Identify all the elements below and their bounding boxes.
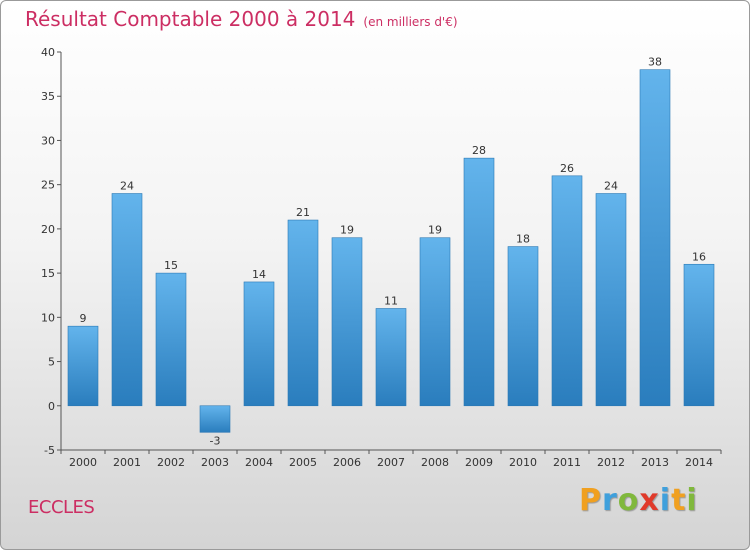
logo-letter: P — [579, 483, 602, 518]
x-tick-label-2012: 2012 — [597, 456, 625, 469]
x-tick-label-2007: 2007 — [377, 456, 405, 469]
x-tick-label-2014: 2014 — [685, 456, 713, 469]
bar-2012 — [595, 193, 627, 407]
bar-2010 — [507, 246, 539, 407]
y-tick-label: 40 — [41, 46, 55, 59]
logo-letter: r — [602, 483, 618, 518]
commune-name: ECCLES — [28, 497, 95, 518]
y-tick-label: 5 — [48, 356, 55, 369]
y-tick-label: 35 — [41, 90, 55, 103]
x-tick-label-2011: 2011 — [553, 456, 581, 469]
x-tick-label-2009: 2009 — [465, 456, 493, 469]
x-tick-label-2006: 2006 — [333, 456, 361, 469]
value-label-2006: 19 — [340, 224, 354, 237]
x-tick-label-2002: 2002 — [157, 456, 185, 469]
y-tick-label: 10 — [41, 311, 55, 324]
bar-2000 — [67, 325, 99, 407]
axis-layer: -5 0 5 10 15 20 25 30 35 40 — [41, 46, 722, 457]
bar-2003 — [199, 405, 231, 433]
y-tick-label: 25 — [41, 179, 55, 192]
y-tick-label: -5 — [44, 444, 55, 457]
value-label-2012: 24 — [604, 180, 618, 193]
bar-2008 — [419, 237, 451, 407]
bar-2004 — [243, 281, 275, 407]
value-label-2002: 15 — [164, 259, 178, 272]
value-label-2013: 38 — [648, 56, 662, 69]
x-tick-label-2010: 2010 — [509, 456, 537, 469]
logo-letter: x — [639, 483, 660, 518]
bar-2006 — [331, 237, 363, 407]
x-tick-label-2008: 2008 — [421, 456, 449, 469]
chart-title: Résultat Comptable 2000 à 2014 — [25, 7, 356, 31]
x-tick-label-2003: 2003 — [201, 456, 229, 469]
value-label-2000: 9 — [80, 312, 87, 325]
y-tick-label: 0 — [48, 400, 55, 413]
value-label-2004: 14 — [252, 268, 266, 281]
value-label-2005: 21 — [296, 206, 310, 219]
value-label-2001: 24 — [120, 180, 134, 193]
bar-2014 — [683, 263, 715, 407]
x-tick-label-2005: 2005 — [289, 456, 317, 469]
bar-2005 — [287, 219, 319, 407]
logo-letter: o — [617, 483, 640, 518]
value-label-2011: 26 — [560, 162, 574, 175]
value-label-2003: -3 — [210, 434, 221, 447]
x-tick-label-2000: 2000 — [69, 456, 97, 469]
x-tick-label-2001: 2001 — [113, 456, 141, 469]
bar-2001 — [111, 193, 143, 407]
logo-letter: i — [659, 483, 672, 518]
bar-2002 — [155, 272, 187, 407]
title-row: Résultat Comptable 2000 à 2014 (en millie… — [25, 7, 458, 31]
logo-letter: t — [671, 483, 687, 518]
y-tick-label: 30 — [41, 134, 55, 147]
value-label-2009: 28 — [472, 144, 486, 157]
x-tick-label-2004: 2004 — [245, 456, 273, 469]
value-label-2014: 16 — [692, 250, 706, 263]
y-tick-label: 15 — [41, 267, 55, 280]
labels-layer: 9 2000 24 2001 15 2002 -3 2003 14 2004 21 2005 19 200… — [69, 56, 713, 469]
bar-2013 — [639, 69, 671, 407]
value-label-2007: 11 — [384, 294, 398, 307]
logo-letter: i — [686, 483, 698, 518]
x-tick-label-2013: 2013 — [641, 456, 669, 469]
bar-2009 — [463, 157, 495, 407]
bars-layer — [67, 69, 715, 433]
y-tick-label: 20 — [41, 223, 55, 236]
chart-subtitle: (en milliers d'€) — [363, 15, 458, 29]
bar-2007 — [375, 308, 407, 407]
bar-2011 — [551, 175, 583, 407]
value-label-2010: 18 — [516, 233, 530, 246]
proxiti-logo: Proxiti — [579, 483, 698, 518]
value-label-2008: 19 — [428, 224, 442, 237]
